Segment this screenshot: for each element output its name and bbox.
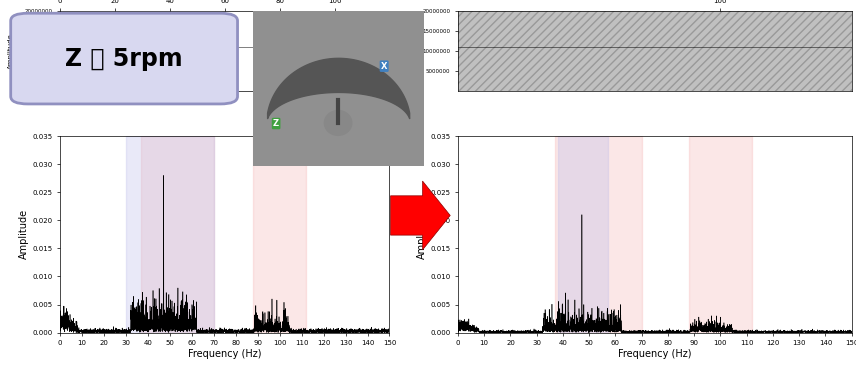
- Y-axis label: Angle(deg): Angle(deg): [413, 32, 419, 70]
- FancyArrow shape: [390, 181, 450, 250]
- Y-axis label: Amplitude: Amplitude: [417, 209, 427, 259]
- Text: Z 축 5rpm: Z 축 5rpm: [65, 46, 183, 71]
- Text: X: X: [381, 62, 388, 71]
- FancyBboxPatch shape: [253, 11, 424, 166]
- Bar: [689, 136, 752, 333]
- Y-axis label: Amplitude
(Auto): Amplitude (Auto): [8, 33, 21, 69]
- X-axis label: Frequency (Hz): Frequency (Hz): [618, 349, 692, 359]
- X-axis label: Frequency (Hz): Frequency (Hz): [188, 349, 261, 359]
- Bar: [253, 136, 306, 333]
- Y-axis label: Amplitude: Amplitude: [19, 209, 29, 259]
- Bar: [558, 136, 608, 333]
- FancyBboxPatch shape: [10, 13, 238, 104]
- Text: Z: Z: [273, 119, 279, 128]
- Bar: [141, 136, 214, 333]
- Bar: [126, 136, 214, 333]
- Bar: [555, 136, 642, 333]
- Circle shape: [324, 110, 352, 135]
